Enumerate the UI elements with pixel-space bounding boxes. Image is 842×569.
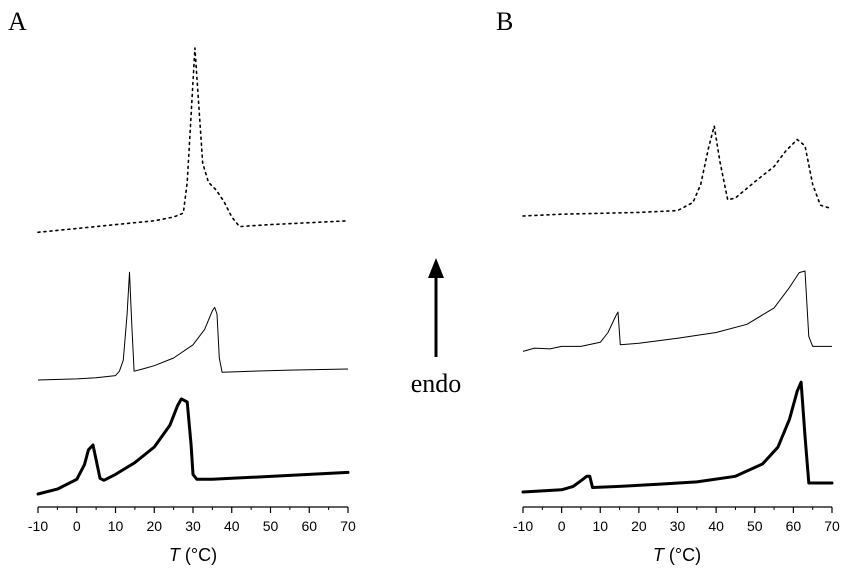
panel-a-x-tick-label: 0: [73, 518, 81, 534]
panel-a-x-tick-label: 70: [340, 518, 356, 534]
panel-a-series-thin-line: [37, 271, 349, 381]
panel-b-x-tick-label: 30: [670, 518, 686, 534]
panel-b-x-tick-label: 70: [824, 518, 840, 534]
panel-b-label: B: [496, 7, 513, 36]
panel-b-x-tick-label: 50: [747, 518, 763, 534]
panel-b-x-axis-unit: (°C): [664, 545, 701, 565]
panel-b-x-axis-title: T (°C): [653, 545, 701, 565]
panel-a-series-dotted-line: [37, 47, 349, 234]
panel-b-x-tick-label: -10: [513, 518, 533, 534]
panel-b: B -10 0 10 20 30 40 50 60 70 T (°C): [496, 7, 840, 565]
panel-a-series: [36, 47, 350, 496]
panel-b-series-dotted-line: [522, 125, 833, 217]
panel-a-x-axis: -10 0 10 20 30 40 50 60 70: [28, 506, 356, 534]
panel-b-x-axis: -10 0 10 20 30 40 50 60 70: [513, 506, 840, 534]
endo-arrow-head: [428, 258, 444, 278]
panel-a-series-thick-line: [36, 397, 350, 496]
endo-arrow: endo: [411, 258, 462, 398]
panel-b-x-tick-label: 20: [631, 518, 647, 534]
panel-b-series-thin-line: [522, 270, 832, 352]
panel-a-x-tick-label: -10: [28, 518, 48, 534]
panel-a-x-axis-symbol: T: [169, 545, 182, 565]
panel-a-x-tick-label: 20: [146, 518, 162, 534]
panel-a-x-tick-label: 10: [108, 518, 124, 534]
panel-b-x-tick-label: 60: [786, 518, 802, 534]
panel-a-x-axis-title: T (°C): [169, 545, 217, 565]
panel-b-series-thick-line: [521, 380, 834, 494]
panel-b-x-tick-label: 10: [592, 518, 608, 534]
panel-b-series: [521, 125, 834, 494]
panel-a-x-tick-label: 60: [301, 518, 317, 534]
panel-b-x-axis-symbol: T: [653, 545, 666, 565]
panel-a-label: A: [8, 7, 27, 36]
panel-a-x-tick-label: 50: [263, 518, 279, 534]
panel-a-x-axis-unit: (°C): [180, 545, 217, 565]
panel-b-x-tick-label: 0: [558, 518, 566, 534]
panel-a-x-tick-label: 40: [224, 518, 240, 534]
panel-a: A -10 0 10 20 30 40 50 60 70 T (°C): [8, 7, 356, 565]
panel-a-x-tick-label: 30: [185, 518, 201, 534]
panel-b-x-tick-label: 40: [708, 518, 724, 534]
endo-label: endo: [411, 369, 462, 398]
